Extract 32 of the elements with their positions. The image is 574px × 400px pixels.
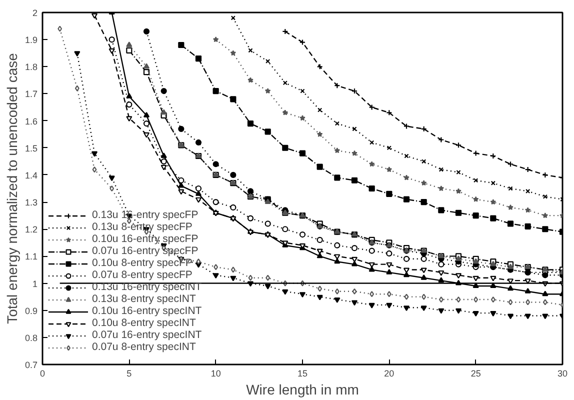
y-tick-label: 1	[32, 278, 38, 289]
x-tick-label: 0	[40, 368, 46, 378]
x-tick-label: 20	[384, 368, 394, 378]
legend-label: 0.10u 16-entry specFP	[92, 233, 198, 245]
x-tick-label: 15	[297, 368, 308, 378]
legend-label: 0.10u 8-entry specFP	[92, 257, 192, 269]
y-tick-label: 1.5	[24, 143, 38, 154]
y-tick-label: 0.9	[24, 306, 38, 316]
y-tick-label: 1.8	[24, 62, 38, 72]
y-tick-label: 1.1	[24, 252, 38, 262]
legend-label: 0.07u 8-entry specINT	[92, 341, 196, 353]
y-tick-label: 1.9	[24, 35, 38, 46]
x-tick-label: 30	[557, 368, 568, 378]
y-tick-label: 0.8	[24, 332, 38, 343]
y-axis-title: Total energy normalized to unencoded case	[4, 52, 20, 324]
legend-label: 0.13u 8-entry specINT	[92, 293, 196, 305]
legend-label: 0.07u 16-entry specINT	[92, 329, 202, 341]
x-axis-title: Wire length in mm	[246, 382, 359, 398]
y-tick-label: 1.4	[24, 170, 38, 180]
x-tick-label: 5	[126, 368, 132, 378]
y-tick-label: 2	[32, 8, 38, 18]
legend-label: 0.13u 16-entry specFP	[92, 209, 198, 221]
legend-label: 0.10u 16-entry specINT	[92, 305, 202, 317]
legend-label: 0.10u 8-entry specINT	[92, 317, 196, 329]
y-tick-label: 0.7	[24, 360, 38, 370]
legend-label: 0.07u 8-entry specFP	[92, 269, 192, 281]
x-tick-label: 25	[470, 368, 481, 378]
y-tick-label: 1.6	[24, 116, 38, 126]
y-tick-label: 1.3	[24, 198, 38, 208]
y-tick-label: 1.2	[24, 224, 38, 235]
y-tick-label: 1.7	[24, 89, 38, 100]
x-tick-label: 10	[210, 368, 221, 378]
